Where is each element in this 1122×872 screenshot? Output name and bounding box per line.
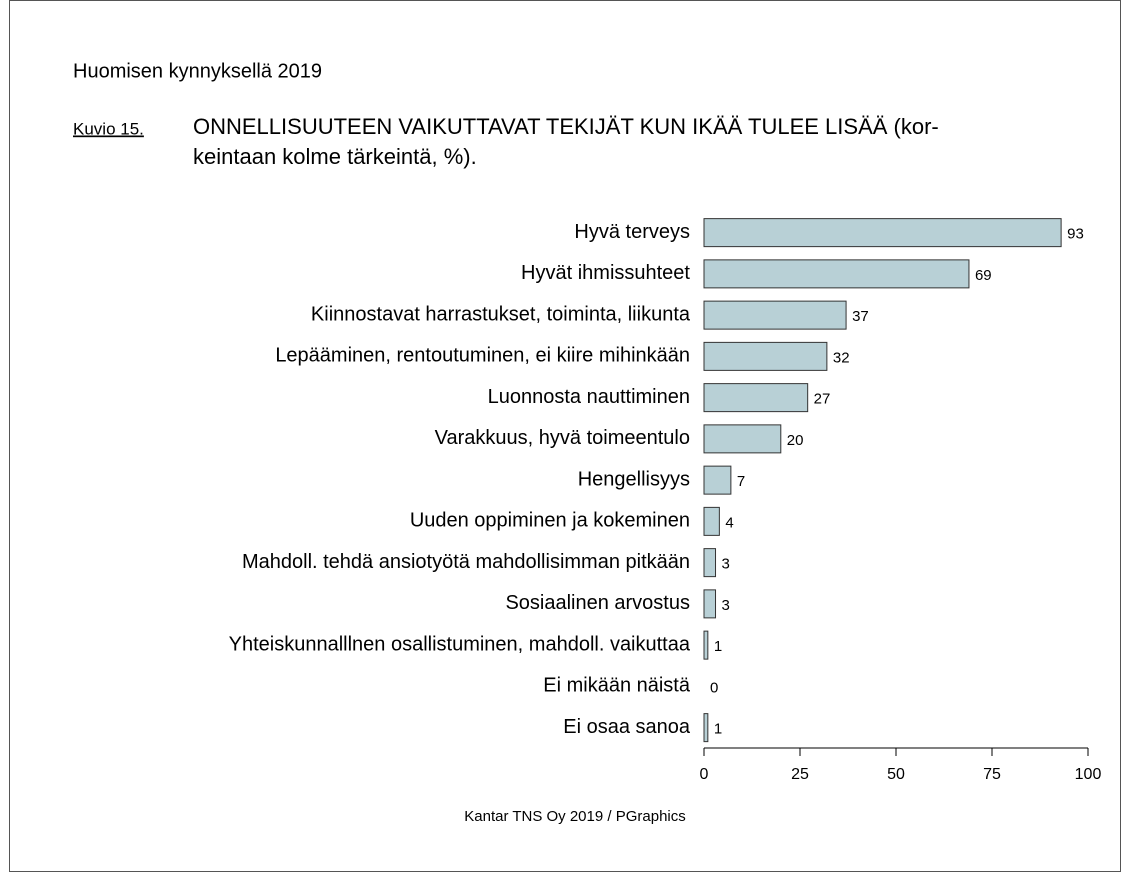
- bar: [703, 259, 970, 289]
- y-tick-label: Luonnosta nauttiminen: [488, 386, 690, 408]
- bar: [703, 630, 709, 660]
- value-label: 1: [714, 721, 722, 738]
- value-label: 3: [722, 597, 730, 614]
- value-label: 93: [1067, 226, 1084, 243]
- chart-title: keintaan kolme tärkeintä, %).: [193, 144, 477, 169]
- y-tick-label: Sosiaalinen arvostus: [505, 592, 690, 614]
- y-tick-label: Kiinnostavat harrastukset, toiminta, lii…: [311, 303, 691, 325]
- y-tick-label: Lepääminen, rentoutuminen, ei kiire mihi…: [275, 345, 690, 367]
- y-tick-label: Uuden oppiminen ja kokeminen: [410, 510, 690, 532]
- x-tick-label: 50: [887, 766, 905, 783]
- value-label: 27: [814, 391, 831, 408]
- value-label: 0: [710, 679, 718, 696]
- y-tick-label: Ei osaa sanoa: [563, 716, 691, 738]
- bar: [703, 548, 717, 578]
- value-label: 69: [975, 267, 992, 284]
- bar: [703, 300, 847, 330]
- value-label: 4: [725, 514, 733, 531]
- y-tick-label: Hyvät ihmissuhteet: [521, 262, 690, 284]
- value-label: 32: [833, 349, 850, 366]
- bar: [703, 713, 709, 743]
- y-tick-label: Hyvä terveys: [574, 221, 690, 243]
- bar: [703, 424, 782, 454]
- x-tick-label: 75: [983, 766, 1001, 783]
- bar: [703, 218, 1062, 248]
- header: Huomisen kynnyksellä 2019: [73, 60, 322, 82]
- y-tick-label: Ei mikään näistä: [543, 675, 691, 697]
- x-tick-label: 100: [1075, 766, 1102, 783]
- bar: [703, 506, 720, 536]
- y-tick-label: Varakkuus, hyvä toimeentulo: [435, 427, 690, 449]
- y-tick-label: Hengellisyys: [578, 468, 690, 490]
- bar: [703, 341, 828, 371]
- figure-label: Kuvio 15.: [73, 119, 144, 138]
- value-label: 7: [737, 473, 745, 490]
- y-tick-label: Yhteiskunnalllnen osallistuminen, mahdol…: [229, 633, 691, 655]
- x-tick-label: 0: [700, 766, 709, 783]
- source: Kantar TNS Oy 2019 / PGraphics: [464, 808, 686, 825]
- bar: [703, 589, 717, 619]
- value-label: 37: [852, 308, 869, 325]
- bar: [703, 465, 732, 495]
- x-tick-label: 25: [791, 766, 809, 783]
- value-label: 1: [714, 638, 722, 655]
- value-label: 3: [722, 556, 730, 573]
- chart-title: ONNELLISUUTEEN VAIKUTTAVAT TEKIJÄT KUN I…: [193, 114, 939, 139]
- y-tick-label: Mahdoll. tehdä ansiotyötä mahdollisimman…: [242, 551, 690, 573]
- value-label: 20: [787, 432, 804, 449]
- bar: [703, 383, 809, 413]
